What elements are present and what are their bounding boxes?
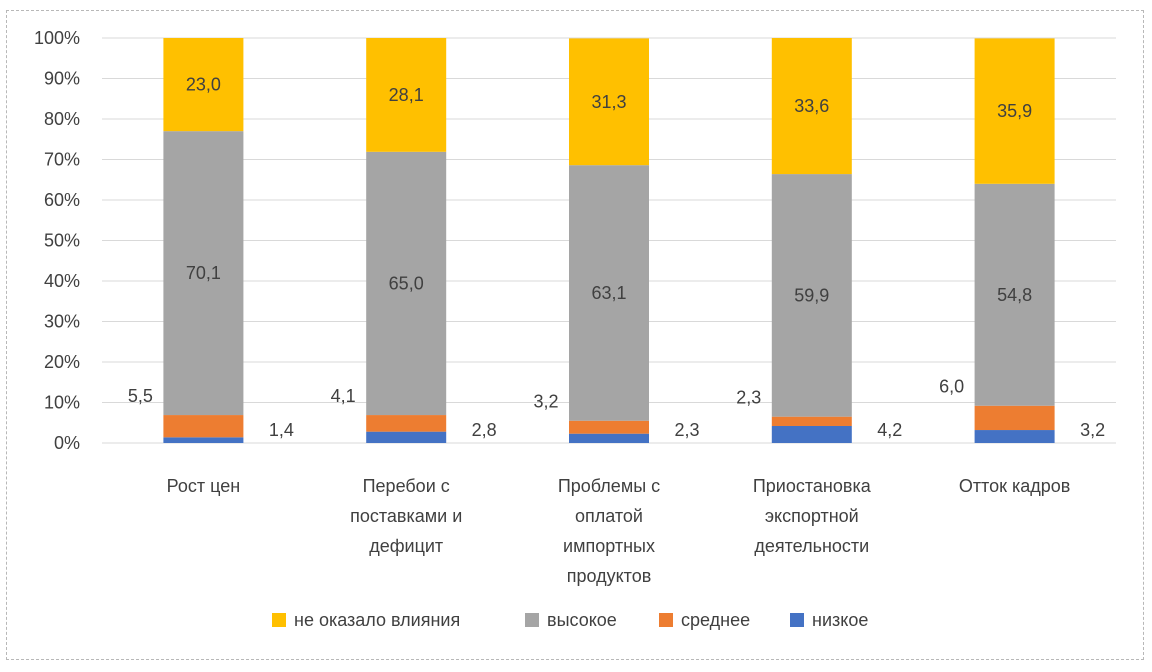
category-label: Отток кадров	[959, 476, 1071, 496]
bar-segment	[163, 437, 244, 443]
data-label-low: 4,2	[877, 420, 902, 440]
category-label: Проблемы с оплатой импортных продуктов	[558, 476, 660, 586]
bar-segment	[771, 38, 852, 175]
data-label-low: 1,4	[269, 420, 294, 440]
y-tick-label: 50%	[44, 231, 80, 251]
bar-segment	[569, 433, 649, 443]
category-label-line: Перебои с	[363, 476, 450, 496]
bar-segment	[569, 165, 649, 421]
bar-segment	[163, 415, 244, 438]
category-label: Рост цен	[167, 476, 241, 496]
legend-label: не оказало влияния	[294, 610, 460, 630]
bar-segment	[771, 425, 852, 443]
y-axis: 0% 10% 20% 30% 40% 50% 60% 70% 80% 90% 100%	[34, 28, 80, 453]
category-label-line: Рост цен	[167, 476, 241, 496]
legend-label: низкое	[812, 610, 868, 630]
category-label-line: импортных	[563, 536, 655, 556]
data-label-medium: 6,0	[939, 377, 964, 397]
data-label-medium: 5,5	[128, 386, 153, 406]
bar-segment	[163, 131, 244, 416]
bar-segment	[366, 38, 447, 152]
category-label-line: продуктов	[567, 566, 652, 586]
bar-segment	[974, 405, 1055, 431]
category-label-line: оплатой	[575, 506, 643, 526]
legend-label: среднее	[681, 610, 750, 630]
bar-segment	[974, 183, 1055, 406]
bar-segment	[366, 415, 447, 432]
category-label-line: Отток кадров	[959, 476, 1071, 496]
data-label-high: 59,9	[794, 285, 829, 305]
data-label-high: 70,1	[186, 263, 221, 283]
bar-segment	[771, 416, 852, 426]
data-labels: 1,4 5,5 70,1 23,0 2,8 4,1 65,0 28,1 2,3 3,2 63,1 31…	[128, 75, 1105, 440]
y-tick-label: 60%	[44, 190, 80, 210]
data-label-no-impact: 35,9	[997, 101, 1032, 121]
legend-swatch	[525, 613, 539, 627]
data-label-no-impact: 23,0	[186, 75, 221, 95]
legend-swatch	[659, 613, 673, 627]
data-label-low: 3,2	[1080, 420, 1105, 440]
data-label-no-impact: 31,3	[591, 92, 626, 112]
data-label-no-impact: 28,1	[389, 85, 424, 105]
y-tick-label: 80%	[44, 109, 80, 129]
category-label-line: экспортной	[765, 506, 859, 526]
y-tick-label: 100%	[34, 28, 80, 48]
data-label-high: 63,1	[591, 283, 626, 303]
category-label: Приостановка экспортной деятельности	[753, 476, 872, 556]
y-tick-label: 70%	[44, 150, 80, 170]
bar-segment	[974, 430, 1055, 443]
data-label-no-impact: 33,6	[794, 96, 829, 116]
data-label-high: 65,0	[389, 273, 424, 293]
category-label: Перебои с поставками и дефицит	[350, 476, 462, 556]
bar-segment	[569, 420, 649, 434]
data-label-high: 54,8	[997, 285, 1032, 305]
bar-segment	[163, 38, 244, 132]
data-label-medium: 3,2	[533, 392, 558, 412]
legend-label: высокое	[547, 610, 617, 630]
y-tick-label: 10%	[44, 393, 80, 413]
bars	[163, 38, 1055, 443]
bar-segment	[569, 38, 649, 166]
bar-segment	[366, 151, 447, 416]
x-axis-categories: Рост цен Перебои с поставками и дефицит Проб…	[167, 476, 1071, 586]
y-tick-label: 20%	[44, 352, 80, 372]
category-label-line: Проблемы с	[558, 476, 660, 496]
y-tick-label: 90%	[44, 69, 80, 89]
legend: не оказало влияния высокое среднее низкое	[272, 610, 868, 630]
y-tick-label: 30%	[44, 312, 80, 332]
data-label-low: 2,3	[674, 420, 699, 440]
legend-swatch	[790, 613, 804, 627]
bar-segment	[974, 38, 1055, 184]
data-label-medium: 4,1	[331, 386, 356, 406]
category-label-line: поставками и	[350, 506, 462, 526]
category-label-line: дефицит	[369, 536, 443, 556]
category-label-line: Приостановка	[753, 476, 872, 496]
bar-segment	[771, 174, 852, 417]
data-label-low: 2,8	[472, 420, 497, 440]
bar-segment	[366, 431, 447, 443]
legend-swatch	[272, 613, 286, 627]
data-label-medium: 2,3	[736, 388, 761, 408]
y-tick-label: 40%	[44, 271, 80, 291]
y-tick-label: 0%	[54, 433, 80, 453]
category-label-line: деятельности	[754, 536, 869, 556]
